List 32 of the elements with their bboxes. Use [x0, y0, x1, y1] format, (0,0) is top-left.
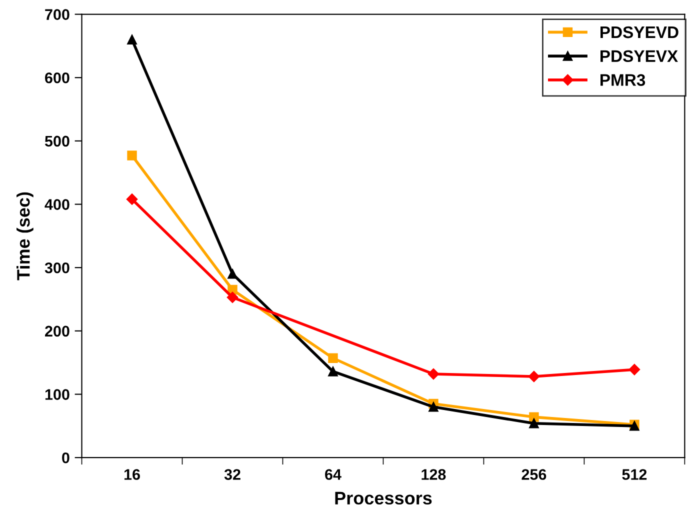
point — [226, 292, 238, 303]
point — [328, 353, 338, 364]
y-tick-label: 100 — [45, 389, 70, 400]
x-tick-label: 512 — [622, 469, 647, 480]
point — [628, 364, 640, 376]
legend-label: PDSYEVD — [600, 26, 678, 38]
y-tick-label: 0 — [62, 452, 70, 464]
y-axis-title: Time (sec) — [16, 192, 34, 280]
legend-label: PMR3 — [600, 74, 646, 86]
point — [428, 368, 440, 380]
x-tick-label: 16 — [124, 469, 140, 480]
y-tick-label: 200 — [45, 326, 70, 337]
legend-label: PDSYEVX — [600, 50, 678, 62]
y-tick-label: 700 — [45, 9, 70, 20]
point — [127, 34, 137, 44]
point — [127, 150, 137, 160]
point — [126, 194, 138, 205]
y-tick-label: 400 — [44, 199, 70, 210]
point — [528, 370, 540, 382]
x-tick-label: 256 — [522, 469, 546, 480]
point — [529, 412, 539, 422]
y-tick-label: 500 — [44, 136, 70, 147]
x-tick-label: 128 — [422, 469, 446, 480]
y-tick-label: 300 — [44, 262, 70, 274]
point — [428, 402, 438, 412]
x-tick-label: 32 — [224, 469, 240, 480]
point — [529, 418, 539, 428]
point — [228, 269, 238, 279]
y-tick-label: 600 — [45, 72, 70, 84]
x-tick-label: 64 — [325, 469, 342, 480]
x-axis-title: Processors — [335, 492, 432, 505]
point — [328, 366, 338, 376]
